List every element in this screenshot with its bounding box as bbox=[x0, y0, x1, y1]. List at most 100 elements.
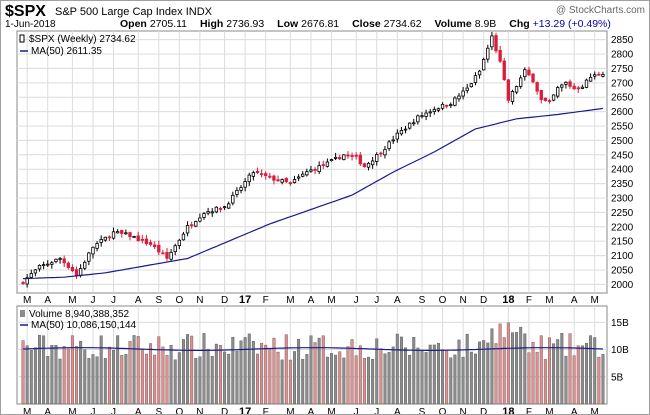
candle-body bbox=[436, 108, 441, 111]
price-x-tick-label: A bbox=[394, 295, 401, 306]
price-tick-label: 2050 bbox=[611, 265, 634, 276]
volume-bar bbox=[120, 355, 124, 405]
price-x-tick-label: M bbox=[286, 295, 294, 306]
volume-bar bbox=[83, 349, 87, 405]
price-tick-label: 2400 bbox=[611, 165, 634, 176]
candle-icon bbox=[19, 34, 25, 43]
volume-bar bbox=[367, 356, 370, 405]
price-legend: $SPX (Weekly) 2734.62 MA(50) 2611.35 bbox=[19, 34, 136, 57]
volume-x-tick-label: 18 bbox=[502, 406, 514, 415]
price-tick-label: 2100 bbox=[611, 251, 634, 262]
price-x-tick-label: 18 bbox=[502, 294, 514, 306]
volume-bar bbox=[140, 348, 144, 405]
volume-bar bbox=[490, 328, 494, 405]
volume-bar bbox=[535, 351, 539, 405]
volume-bar bbox=[576, 345, 580, 405]
candle-body bbox=[551, 94, 556, 101]
volume-bar bbox=[103, 358, 107, 405]
volume-bar bbox=[297, 339, 301, 405]
candle-body bbox=[535, 82, 539, 92]
price-x-tick-label: J bbox=[90, 295, 95, 306]
volume-bar bbox=[276, 351, 280, 405]
volume-bar bbox=[144, 353, 148, 405]
price-x-tick-label: O bbox=[175, 295, 183, 306]
close-value: 2734.62 bbox=[383, 18, 422, 30]
candle-body bbox=[21, 282, 25, 284]
candle-body bbox=[276, 179, 280, 182]
candle-body bbox=[473, 75, 478, 83]
volume-bar bbox=[420, 349, 424, 405]
volume-bar bbox=[572, 355, 576, 405]
candle-body bbox=[288, 182, 293, 184]
volume-bar bbox=[593, 337, 597, 405]
volume-x-tick-label: A bbox=[44, 407, 51, 415]
volume-bar bbox=[506, 322, 510, 405]
candle-body bbox=[78, 268, 83, 276]
candle-body bbox=[440, 103, 445, 109]
bar-icon bbox=[20, 310, 25, 317]
candle-body bbox=[576, 87, 580, 90]
volume-bar bbox=[70, 335, 74, 405]
volume-bar bbox=[256, 353, 259, 405]
candle-body bbox=[111, 231, 116, 239]
candle-body bbox=[33, 269, 38, 274]
volume-label: Volume bbox=[434, 18, 472, 30]
volume-bar bbox=[272, 337, 276, 405]
volume-bar bbox=[99, 335, 103, 405]
candle-body bbox=[177, 239, 182, 247]
candle-body bbox=[301, 173, 305, 177]
volume-bar bbox=[441, 349, 445, 405]
volume-bar bbox=[309, 335, 313, 405]
price-x-tick-label: M bbox=[68, 295, 76, 306]
volume-bar bbox=[453, 354, 457, 405]
volume-bar bbox=[482, 340, 486, 405]
candle-body bbox=[95, 243, 99, 249]
volume-legend: Volume 8,940,388,352 MA(50) 10,086,150,1… bbox=[20, 309, 137, 331]
candle-body bbox=[333, 156, 338, 159]
candle-body bbox=[280, 179, 284, 183]
volume-bar bbox=[165, 355, 169, 405]
price-x-tick-label: 17 bbox=[239, 294, 251, 306]
volume-bar bbox=[42, 335, 46, 405]
high-value: 2736.93 bbox=[226, 18, 265, 30]
price-tick-label: 2200 bbox=[611, 222, 634, 233]
volume-bar bbox=[539, 335, 543, 405]
volume-bar bbox=[25, 345, 29, 405]
candle-body bbox=[251, 172, 256, 177]
candle-body bbox=[66, 262, 70, 268]
candle-body bbox=[350, 155, 354, 157]
candle-body bbox=[181, 233, 186, 241]
volume-bar bbox=[494, 343, 498, 405]
candle-body bbox=[157, 244, 161, 253]
volume-bar bbox=[21, 340, 25, 405]
volume-bar bbox=[317, 337, 321, 405]
low-value: 2676.81 bbox=[301, 18, 340, 30]
volume-bar bbox=[301, 359, 305, 405]
volume-x-tick-label: A bbox=[308, 407, 315, 415]
volume-bar bbox=[362, 358, 366, 405]
candle-body bbox=[523, 69, 527, 78]
volume-bar bbox=[210, 356, 214, 405]
volume-bar bbox=[379, 348, 383, 405]
volume-bar bbox=[354, 355, 358, 405]
volume-bar bbox=[91, 354, 95, 405]
volume-x-tick-label: S bbox=[155, 407, 162, 415]
price-tick-label: 2000 bbox=[611, 280, 634, 291]
volume-bar bbox=[198, 356, 202, 405]
close-label: Close bbox=[352, 18, 381, 30]
volume-bar bbox=[116, 335, 120, 405]
candle-body bbox=[120, 230, 124, 234]
candle-body bbox=[62, 258, 66, 264]
volume-bar bbox=[334, 354, 338, 405]
price-tick-label: 2850 bbox=[611, 35, 634, 46]
volume-bar bbox=[235, 350, 239, 405]
candle-body bbox=[564, 81, 568, 85]
candles bbox=[21, 31, 605, 288]
volume-bar bbox=[424, 352, 428, 405]
candle-body bbox=[362, 163, 367, 168]
volume-x-tick-label: O bbox=[439, 407, 447, 415]
candle-body bbox=[128, 232, 132, 237]
volume-bar bbox=[132, 335, 136, 405]
candle-body bbox=[391, 139, 395, 142]
